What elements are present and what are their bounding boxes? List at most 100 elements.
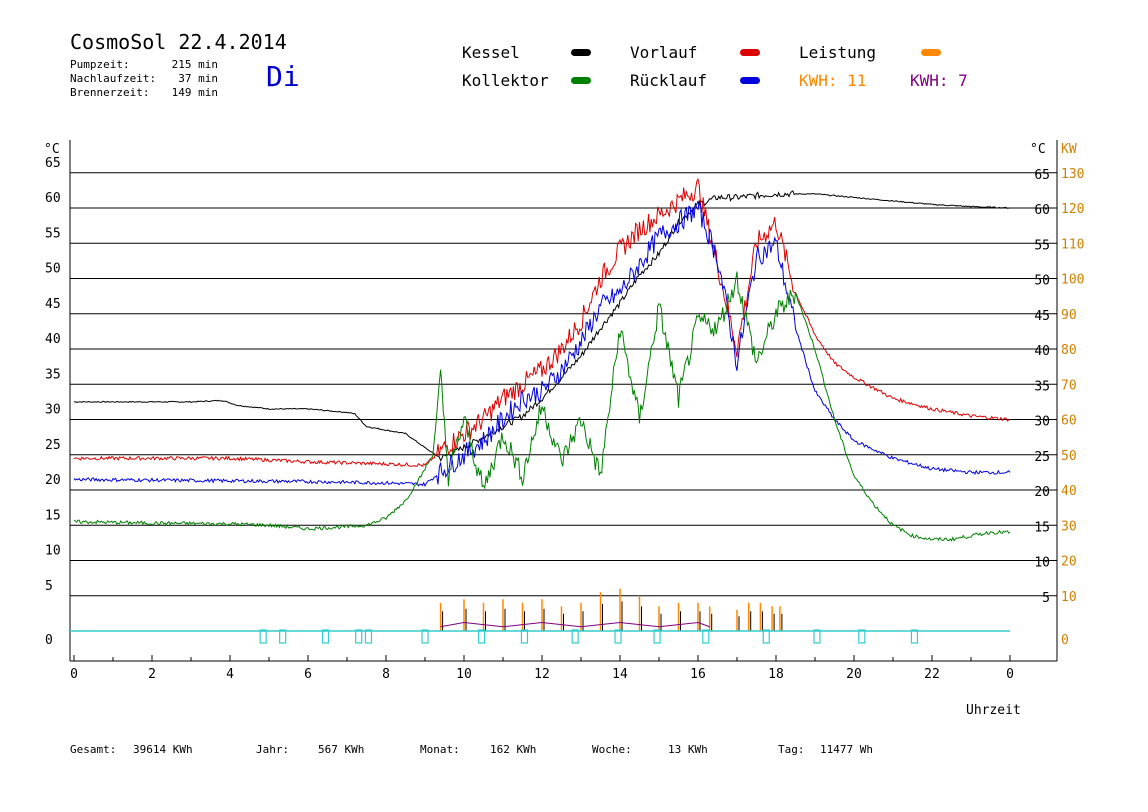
- pump-marker: [813, 629, 821, 644]
- y-tick-right-c: 45: [1034, 309, 1050, 324]
- chart-leistung: [439, 588, 783, 631]
- pump-marker: [858, 629, 866, 644]
- series-vorlauf: [73, 177, 1011, 468]
- pump-marker: [520, 629, 529, 644]
- legend-kollektor-swatch: [571, 77, 591, 84]
- y-tick-right-kw: 10: [1061, 590, 1077, 605]
- x-tick-label: 14: [612, 667, 628, 682]
- pump-marker: [355, 629, 363, 644]
- y-tick-right-kw: 130: [1061, 167, 1084, 182]
- y-tick-right-c: 35: [1034, 379, 1050, 394]
- y-tick-right-c: 25: [1034, 450, 1050, 465]
- y-tick-left: 25: [45, 438, 61, 453]
- legend-kwh-purple: KWH: 7: [910, 71, 968, 90]
- y-tick-right-c: 40: [1034, 344, 1050, 359]
- gesamt-value: 39614 KWh: [133, 743, 193, 756]
- x-tick-label: 0: [70, 667, 78, 682]
- y-unit-left: °C: [44, 142, 60, 157]
- chart-grid: [70, 172, 1057, 597]
- jahr-value: 567 KWh: [318, 743, 365, 756]
- y-tick-left: 15: [45, 508, 61, 523]
- y-tick-right-kw: 20: [1061, 555, 1077, 570]
- y-tick-right-c: 20: [1034, 485, 1050, 500]
- legend-kessel-label: Kessel: [462, 43, 520, 62]
- series-ruecklauf: [73, 199, 1011, 488]
- y-tick-left: 20: [45, 473, 61, 488]
- x-tick-label: 8: [382, 667, 390, 682]
- y-tick-right-c: 55: [1034, 238, 1050, 253]
- monat-label: Monat:: [420, 743, 460, 756]
- brennerzeit-value: 149 min: [171, 86, 218, 99]
- y-tick-left: 65: [45, 156, 61, 171]
- y-tick-left: 30: [45, 403, 61, 418]
- y-tick-right-c: 30: [1034, 415, 1050, 430]
- pump-marker: [910, 629, 919, 644]
- chart-title: CosmoSol 22.4.2014: [70, 30, 287, 54]
- y-tick-left: 35: [45, 367, 61, 382]
- y-tick-left: 55: [45, 226, 61, 241]
- x-tick-label: 4: [226, 667, 234, 682]
- pump-marker: [477, 629, 486, 644]
- chart-pump-markers: [70, 629, 1010, 644]
- x-tick-label: 10: [456, 667, 472, 682]
- pump-marker: [702, 629, 710, 644]
- y-tick-right-kw: 30: [1061, 519, 1077, 534]
- y-tick-right-kw: 120: [1061, 202, 1084, 217]
- y-tick-right-kw: 40: [1061, 484, 1077, 499]
- x-tick-label: 6: [304, 667, 312, 682]
- woche-value: 13 KWh: [668, 743, 708, 756]
- pumpzeit-label: Pumpzeit:: [70, 58, 130, 71]
- tag-value: 11477 Wh: [820, 743, 873, 756]
- x-tick-label: 18: [768, 667, 784, 682]
- tag-label: Tag:: [778, 743, 805, 756]
- y-tick-right-kw: 70: [1061, 378, 1077, 393]
- y-unit-right-kw: KW: [1061, 142, 1077, 157]
- legend-vorlauf-swatch: [740, 49, 760, 56]
- pump-marker: [571, 629, 579, 644]
- y-tick-right-kw: 0: [1061, 633, 1069, 648]
- pump-marker: [259, 629, 267, 644]
- y-tick-right-kw: 60: [1061, 414, 1077, 429]
- x-tick-label: 20: [846, 667, 862, 682]
- y-tick-right-c: 5: [1042, 591, 1050, 606]
- y-tick-right-c: 15: [1034, 520, 1050, 535]
- chart-series: [73, 177, 1011, 542]
- y-tick-right-kw: 110: [1061, 237, 1084, 252]
- chart-axes: [69, 140, 1058, 662]
- legend-kwh-orange: KWH: 11: [799, 71, 867, 90]
- weekday-label: Di: [266, 60, 300, 93]
- gesamt-label: Gesamt:: [70, 743, 117, 756]
- nachlaufzeit-label: Nachlaufzeit:: [70, 72, 157, 85]
- pump-marker: [321, 629, 330, 644]
- pump-marker: [614, 629, 622, 644]
- legend-ruecklauf-label: Rücklauf: [630, 71, 708, 90]
- y-tick-left: 10: [45, 544, 61, 559]
- y-tick-right-c: 60: [1034, 203, 1050, 218]
- y-tick-left: 40: [45, 332, 61, 347]
- y-tick-right-kw: 50: [1061, 449, 1077, 464]
- legend-vorlauf-label: Vorlauf: [630, 43, 698, 62]
- pump-marker: [279, 629, 287, 644]
- legend-leistung-label: Leistung: [799, 43, 877, 62]
- x-axis-label: Uhrzeit: [966, 703, 1021, 718]
- brennerzeit-label: Brennerzeit:: [70, 86, 150, 99]
- legend-ruecklauf-swatch: [740, 77, 760, 84]
- x-tick-label: 2: [148, 667, 156, 682]
- y-tick-right-c: 10: [1034, 556, 1050, 571]
- x-tick-label: 22: [924, 667, 940, 682]
- pump-marker: [364, 629, 373, 644]
- x-tick-label: 0: [1006, 667, 1014, 682]
- y-tick-right-kw: 100: [1061, 273, 1084, 288]
- monat-value: 162 KWh: [490, 743, 537, 756]
- y-tick-right-c: 50: [1034, 274, 1050, 289]
- y-tick-left: 45: [45, 297, 61, 312]
- y-tick-left: 5: [45, 579, 53, 594]
- y-tick-right-c: 65: [1034, 168, 1050, 183]
- pump-marker: [653, 629, 661, 644]
- nachlaufzeit-value: 37 min: [178, 72, 218, 85]
- legend-leistung-swatch: [921, 49, 941, 56]
- y-tick-right-kw: 90: [1061, 308, 1077, 323]
- y-tick-right-kw: 80: [1061, 343, 1077, 358]
- y-tick-left: 0: [45, 633, 53, 648]
